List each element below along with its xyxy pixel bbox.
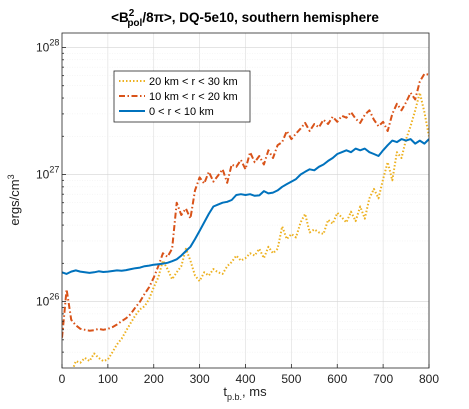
title-part-2: /8π>, DQ-5e10, southern hemisphere [142,10,379,25]
x-axis-label: tp.b., ms [223,384,267,402]
x-tick-label-2: 200 [144,372,164,386]
legend: 20 km < r < 30 km 10 km < r < 20 km 0 < … [113,70,251,123]
y-axis-label-sup: 3 [6,174,16,179]
title-sup: 2 [129,8,135,19]
x-tick-label-7: 700 [373,372,393,386]
series-line-2 [62,72,429,338]
title-part-1: <B [111,10,129,25]
y-axis-label: ergs/cm3 [6,174,22,225]
x-tick-label-0: 0 [59,372,66,386]
x-tick-label-1: 100 [98,372,118,386]
x-axis-label-main: t [223,384,227,399]
series-line-1 [72,91,429,368]
x-tick-label-8: 800 [419,372,439,386]
legend-label-series-1: 20 km < r < 30 km [149,76,238,88]
title-sub: pol [127,18,142,29]
x-ticks: 0 100 200 300 400 500 600 700 800 [59,364,439,386]
x-tick-label-5: 500 [281,372,301,386]
x-tick-label-3: 300 [190,372,210,386]
y-tick-label-2: 1028 [36,37,59,54]
legend-label-series-3: 0 < r < 10 km [149,106,214,118]
chart-title: <B2 pol/8π>, DQ-5e10, southern hemisphere [111,8,379,29]
series-layer [62,72,429,368]
x-tick-label-6: 600 [327,372,347,386]
x-axis-label-unit: , ms [242,384,267,399]
y-tick-label-1: 1027 [36,165,59,182]
y-tick-label-0: 1026 [36,292,59,309]
legend-label-series-2: 10 km < r < 20 km [149,91,238,103]
x-axis-label-sub: p.b. [227,392,242,402]
x-tick-label-4: 400 [235,372,255,386]
y-ticks: 1026 1027 1028 [36,37,66,353]
y-axis-label-main: ergs/cm [7,179,22,225]
series-line-3 [62,138,429,275]
